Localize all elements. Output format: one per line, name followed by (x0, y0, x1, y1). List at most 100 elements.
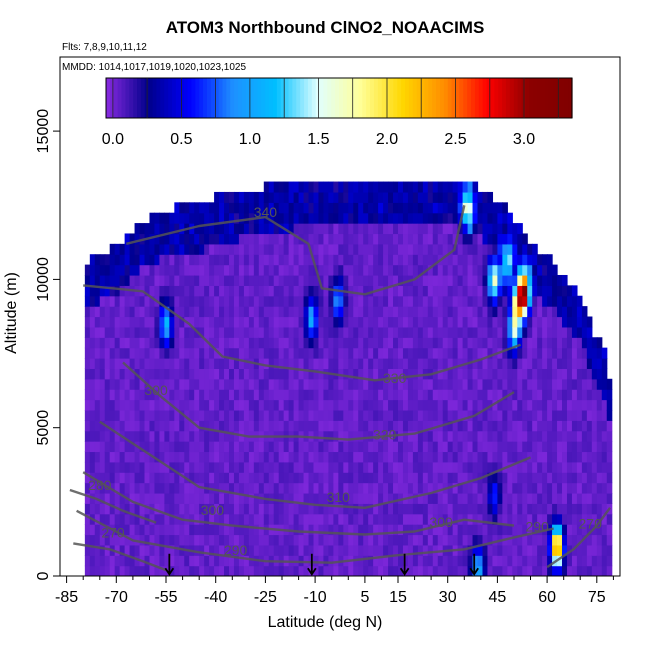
heat-cell-748 (194, 451, 200, 463)
heat-cell-3343 (542, 482, 548, 494)
heat-cell-177 (109, 326, 116, 338)
heat-cell-95 (99, 534, 106, 546)
heat-cell-1791 (333, 482, 339, 494)
heat-cell-747 (194, 461, 200, 473)
heat-cell-2334 (402, 368, 409, 380)
heat-cell-2781 (462, 461, 469, 473)
heat-cell-303 (129, 358, 136, 369)
heat-cell-2155 (378, 254, 384, 266)
heat-cell-189 (114, 534, 121, 546)
heat-cell-829 (204, 358, 210, 369)
heat-cell-1002 (228, 461, 235, 473)
heat-cell-1692 (318, 326, 325, 338)
colorbar-segment-95 (474, 78, 480, 118)
heat-cell-2126 (378, 555, 384, 567)
heat-cell-2886 (477, 555, 484, 567)
heat-cell-1613 (308, 358, 315, 369)
heat-cell-110 (99, 378, 106, 390)
heat-cell-1059 (233, 254, 240, 266)
heat-cell-1813 (333, 254, 339, 266)
heat-cell-354 (139, 524, 146, 536)
colorbar-segment-98 (486, 78, 492, 118)
heat-cell-2657 (447, 565, 454, 576)
heat-cell-1126 (243, 326, 250, 338)
heat-cell-3174 (517, 555, 523, 567)
heat-cell-1579 (303, 316, 310, 328)
heat-cell-1034 (233, 513, 240, 525)
heat-cell-705 (189, 524, 195, 536)
heat-cell-746 (194, 472, 200, 484)
heat-cell-3560 (576, 368, 583, 380)
heat-cell-1099 (238, 223, 245, 235)
heat-cell-3263 (527, 326, 533, 338)
heat-cell-2268 (393, 264, 399, 276)
heat-cell-3483 (562, 285, 568, 297)
heat-cell-69 (94, 482, 101, 494)
heat-cell-1351 (273, 316, 280, 328)
heat-cell-2806 (462, 202, 469, 214)
heat-cell-409 (144, 306, 151, 318)
heat-cell-2586 (437, 513, 444, 525)
heat-cell-2782 (462, 451, 469, 463)
heat-cell-63 (94, 544, 101, 556)
heat-cell-1861 (343, 544, 349, 556)
heat-cell-1841 (338, 358, 344, 369)
heat-cell-2511 (427, 503, 434, 515)
heat-cell-3494 (566, 472, 573, 484)
colorbar-segment-96 (478, 78, 484, 118)
heat-cell-1183 (253, 503, 260, 515)
heat-cell-1172 (248, 233, 255, 245)
heat-cell-1906 (348, 472, 354, 484)
heat-cell-3368 (547, 544, 553, 556)
heat-cell-3621 (591, 544, 598, 556)
heat-cell-937 (219, 368, 225, 380)
heat-cell-701 (189, 565, 195, 576)
heat-cell-3207 (522, 565, 528, 576)
heat-cell-2998 (492, 544, 498, 556)
heat-cell-3488 (566, 534, 573, 546)
heat-cell-529 (164, 503, 170, 515)
heat-cell-401 (144, 389, 151, 401)
heat-cell-1445 (288, 524, 295, 536)
heat-cell-3450 (557, 326, 563, 338)
heat-cell-3032 (497, 565, 503, 576)
heat-cell-2519 (427, 420, 434, 432)
heat-cell-1433 (283, 254, 290, 266)
heat-cell-3607 (586, 430, 593, 442)
heat-cell-2124 (373, 181, 379, 193)
heat-cell-798 (199, 306, 205, 318)
heat-cell-2185 (383, 337, 389, 349)
heat-cell-1566 (303, 451, 310, 463)
heat-cell-1439 (283, 191, 290, 203)
heat-cell-3085 (502, 389, 508, 401)
heat-cell-1440 (283, 181, 290, 193)
heat-cell-724 (189, 326, 195, 338)
heat-cell-1893 (343, 212, 349, 224)
heat-cell-1067 (238, 555, 245, 567)
heat-cell-3160 (512, 347, 518, 359)
heat-cell-465 (154, 441, 161, 453)
heat-cell-508 (159, 358, 165, 369)
heat-cell-2724 (452, 264, 459, 276)
heat-cell-555 (164, 233, 170, 245)
heat-cell-0 (84, 565, 91, 576)
heat-cell-3367 (547, 555, 553, 567)
heat-cell-1938 (353, 534, 359, 546)
heat-cell-2022 (363, 451, 369, 463)
heat-cell-2458 (417, 264, 424, 276)
colorbar-segment-111 (537, 78, 542, 118)
heat-cell-3221 (522, 420, 528, 432)
colorbar-segment-34 (238, 78, 243, 118)
heat-cell-3119 (507, 409, 513, 421)
heat-cell-2775 (462, 524, 469, 536)
heat-cell-1182 (253, 513, 260, 525)
heat-cell-2918 (477, 223, 484, 235)
heat-cell-2643 (442, 316, 449, 328)
heat-cell-2461 (417, 233, 424, 245)
heat-cell-3300 (532, 274, 538, 286)
heat-cell-2655 (442, 191, 449, 203)
heat-cell-1176 (248, 191, 255, 203)
heat-cell-2526 (427, 347, 434, 359)
heat-cell-3377 (547, 451, 553, 463)
heat-cell-3432 (557, 513, 563, 525)
